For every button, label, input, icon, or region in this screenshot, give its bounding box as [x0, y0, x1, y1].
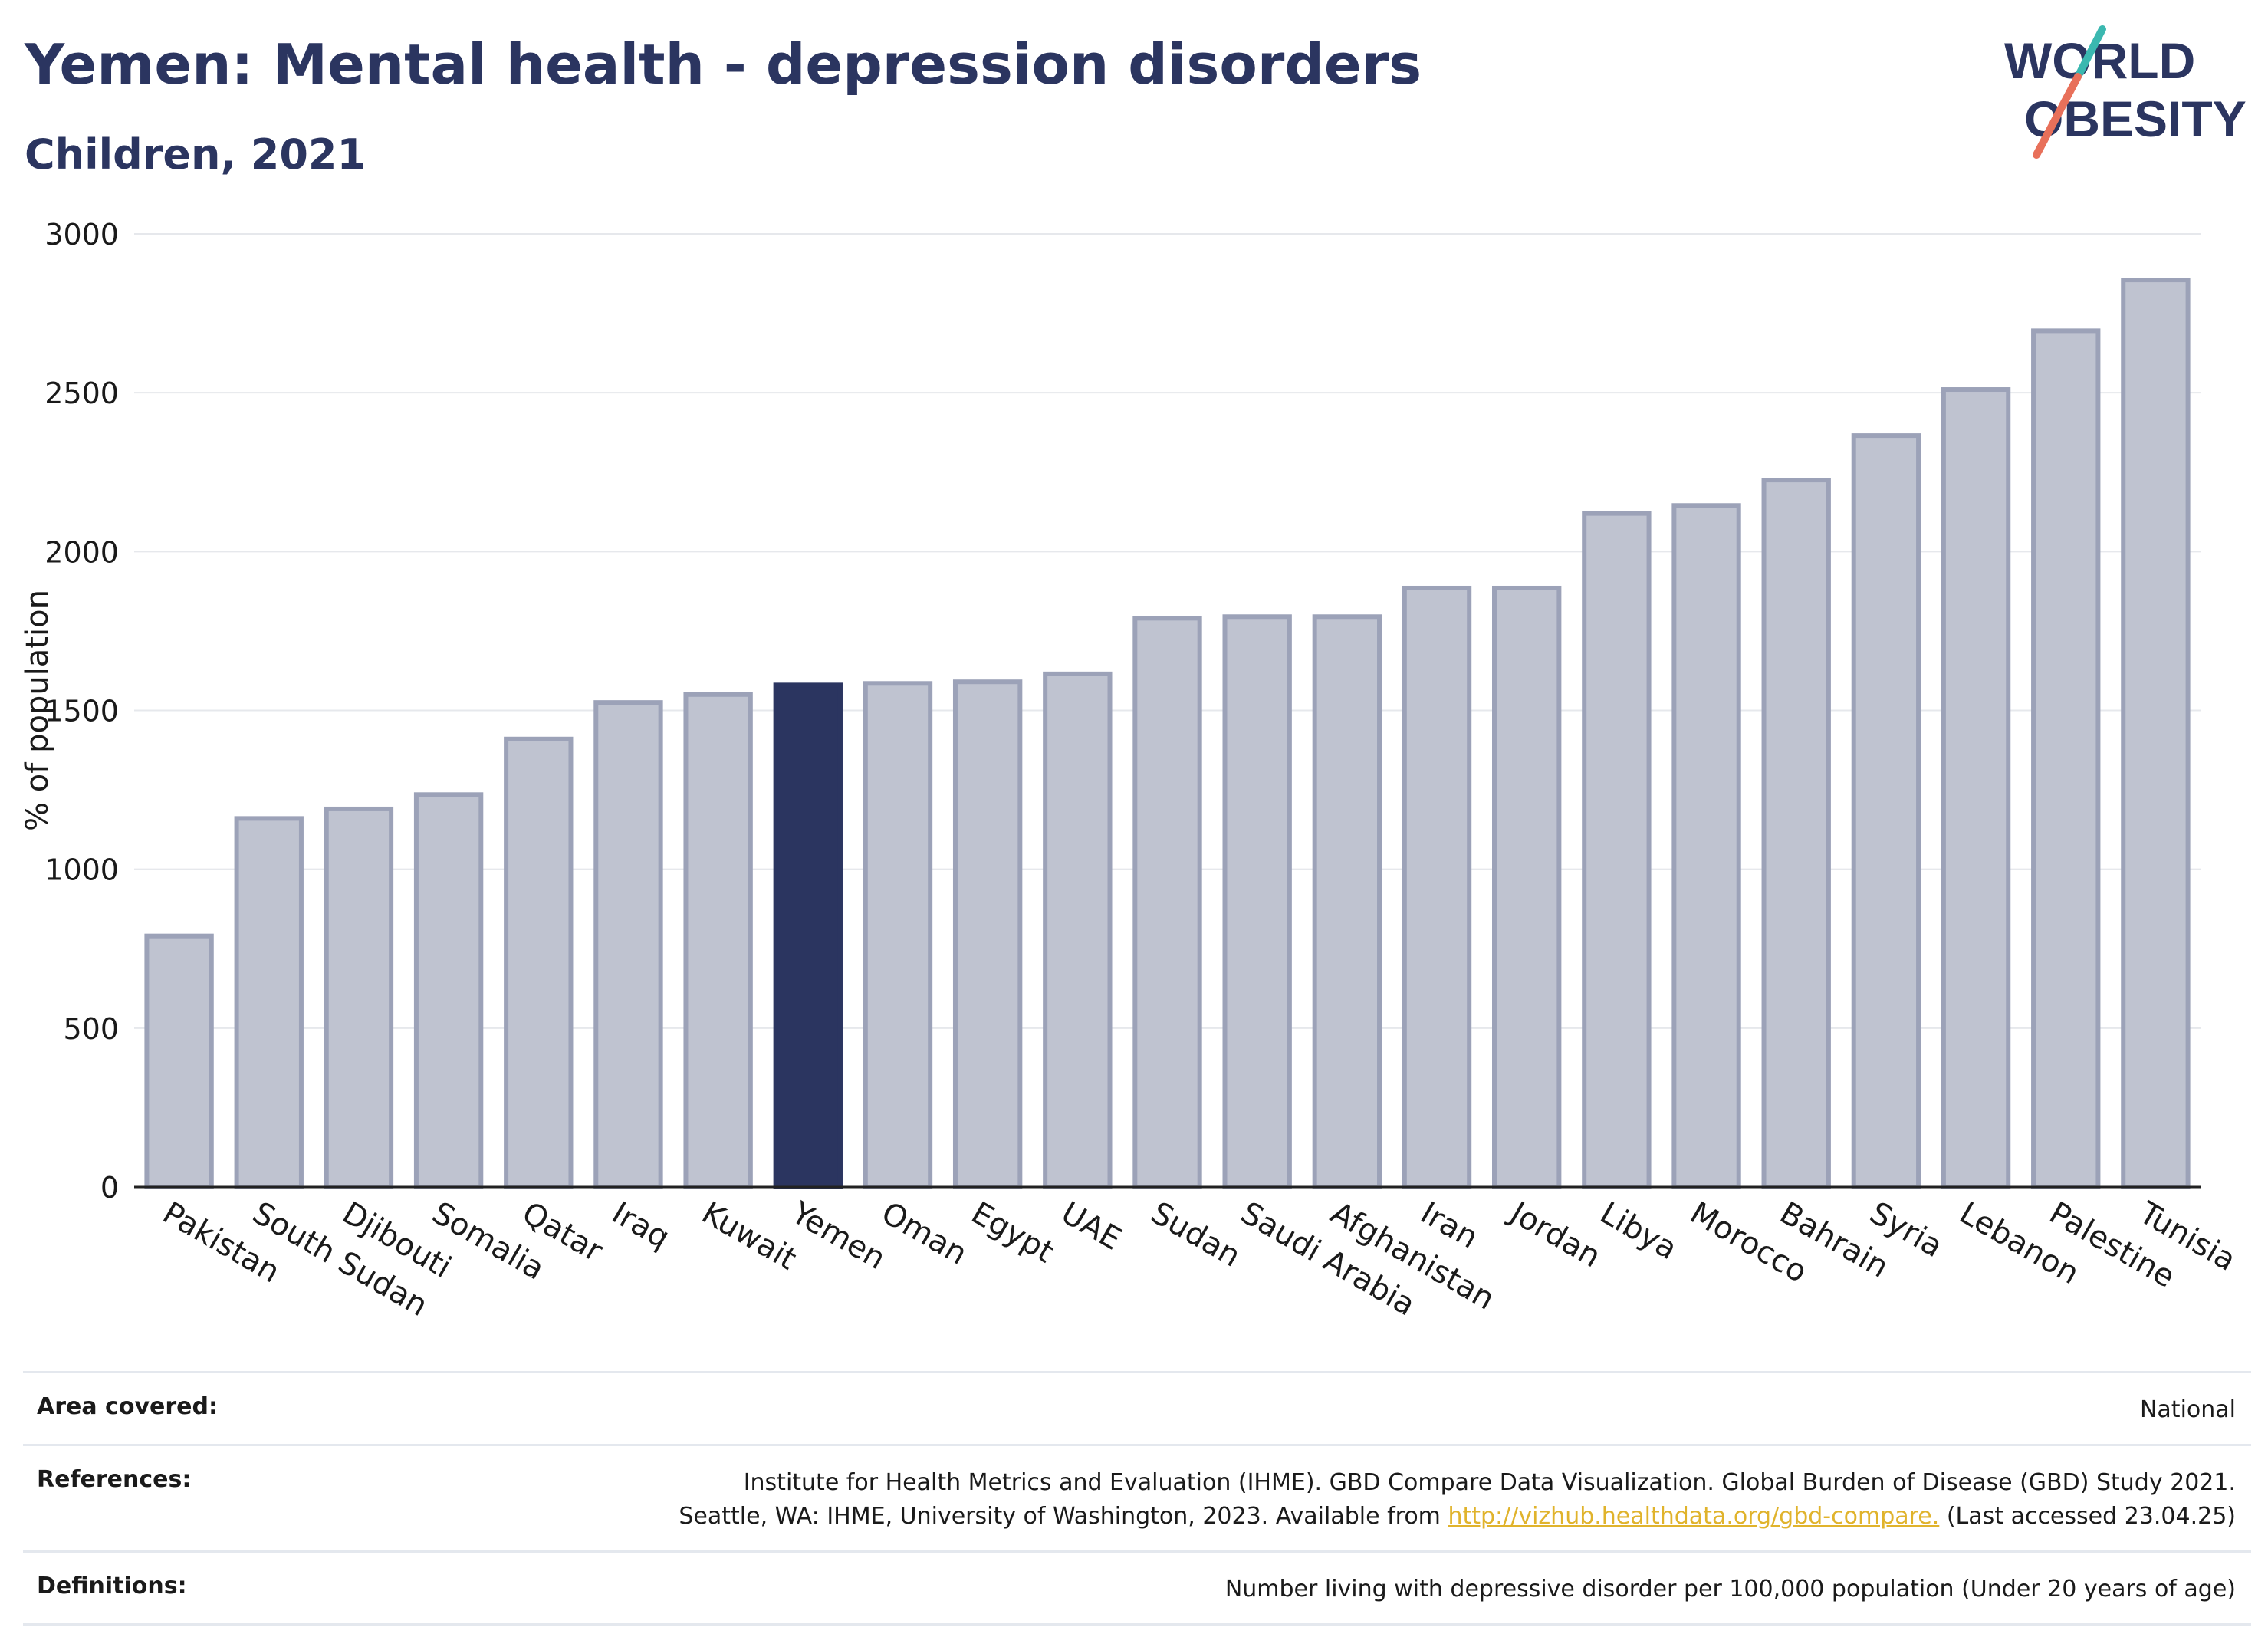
- bar-qatar: [504, 736, 574, 1189]
- bar-yemen: [773, 682, 843, 1189]
- chart-title: Yemen: Mental health - depression disord…: [25, 32, 1422, 97]
- footer-row-definitions: Definitions: Number living with depressi…: [23, 1550, 2251, 1626]
- logo-slash-teal: [2074, 25, 2106, 81]
- world-obesity-logo: WORLD OBESITY: [2004, 25, 2247, 159]
- bar-kuwait: [683, 692, 753, 1189]
- references-link[interactable]: http://vizhub.healthdata.org/gbd-compare…: [1448, 1503, 1940, 1530]
- bar-oman: [863, 681, 933, 1189]
- footer-row-area: Area covered: National: [23, 1371, 2251, 1444]
- bars: [144, 278, 2191, 1190]
- y-tick-label: 1500: [44, 695, 119, 728]
- y-tick-label: 3000: [44, 218, 119, 252]
- y-tick-label: 1000: [44, 853, 119, 887]
- x-tick-label: Sudan: [1145, 1195, 1246, 1274]
- definitions-value: Number living with depressive disorder p…: [1224, 1576, 2236, 1603]
- bar-iraq: [593, 700, 663, 1189]
- y-tick-label: 2500: [44, 376, 119, 410]
- area-covered-value: National: [2139, 1396, 2236, 1423]
- x-tick-label: Kuwait: [695, 1195, 802, 1277]
- bar-sudan: [1132, 616, 1202, 1189]
- x-tick-label: Libya: [1594, 1195, 1683, 1267]
- bar-pakistan: [144, 933, 214, 1190]
- chart-footer: Area covered: National References: Insti…: [23, 1371, 2251, 1626]
- logo-slash-coral: [2033, 73, 2082, 159]
- references-line-2-post: (Last accessed 23.04.25): [1939, 1503, 2236, 1530]
- x-tick-label: Iraq: [606, 1195, 675, 1256]
- bar-uae: [1043, 671, 1113, 1189]
- bar-jordan: [1492, 585, 1562, 1189]
- x-tick-label: Jordan: [1502, 1194, 1606, 1274]
- bar-south-sudan: [234, 816, 304, 1190]
- bar-morocco: [1671, 503, 1741, 1189]
- bar-iran: [1402, 585, 1472, 1189]
- y-tick-labels: 0 500 1000 1500 2000 2500 3000: [44, 218, 119, 1205]
- x-tick-label: Yemen: [785, 1195, 892, 1277]
- bar-tunisia: [2121, 278, 2191, 1189]
- area-covered-label: Area covered:: [37, 1393, 218, 1420]
- y-tick-label: 2000: [44, 535, 119, 569]
- bar-palestine: [2031, 328, 2101, 1189]
- y-tick-label: 500: [63, 1012, 119, 1046]
- chart-subtitle: Children, 2021: [25, 130, 366, 179]
- references-value: Institute for Health Metrics and Evaluat…: [679, 1466, 2236, 1534]
- bar-libya: [1582, 511, 1652, 1189]
- footer-row-references: References: Institute for Health Metrics…: [23, 1444, 2251, 1550]
- references-line-2-pre: Seattle, WA: IHME, University of Washing…: [679, 1503, 1448, 1530]
- bar-afghanistan: [1312, 614, 1382, 1189]
- y-tick-label: 0: [100, 1171, 119, 1205]
- x-tick-label: UAE: [1055, 1195, 1127, 1258]
- references-label: References:: [37, 1466, 192, 1493]
- bar-lebanon: [1941, 387, 2011, 1190]
- bar-somalia: [413, 792, 484, 1189]
- bar-saudi-arabia: [1222, 614, 1292, 1189]
- y-axis-label: % of population: [20, 590, 55, 831]
- references-line-1: Institute for Health Metrics and Evaluat…: [743, 1469, 2236, 1496]
- x-tick-label: Egypt: [965, 1195, 1060, 1271]
- bar-djibouti: [324, 806, 394, 1190]
- definitions-label: Definitions:: [37, 1573, 187, 1599]
- bar-egypt: [952, 679, 1023, 1189]
- bar-syria: [1851, 433, 1921, 1189]
- x-tick-label: Oman: [876, 1195, 973, 1272]
- bar-bahrain: [1761, 478, 1831, 1189]
